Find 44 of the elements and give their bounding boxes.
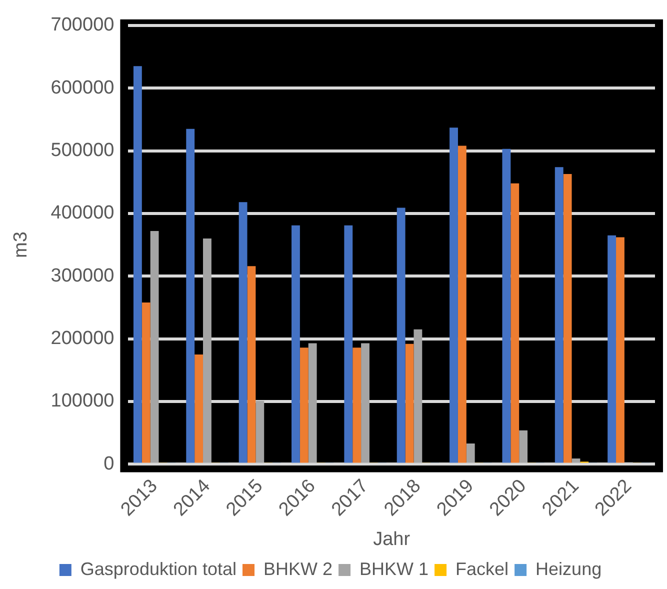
bar [396, 208, 406, 463]
bar [563, 174, 572, 463]
y-tick-label: 200000 [50, 328, 114, 350]
y-tick-label: 100000 [50, 390, 114, 412]
bar [203, 238, 212, 463]
bar [308, 343, 317, 463]
bar [510, 183, 520, 463]
legend-label: Heizung [536, 558, 602, 579]
bar [194, 354, 204, 463]
bar [292, 225, 300, 463]
y-tick-label: 400000 [50, 202, 114, 224]
bar [247, 266, 256, 463]
bar [554, 167, 564, 463]
bar [300, 348, 308, 463]
bar [142, 302, 150, 463]
legend-label: Gasproduktion total [80, 558, 237, 579]
legend-label: BHKW 2 [264, 558, 333, 579]
bar [519, 430, 528, 463]
bar [352, 348, 362, 463]
bar [256, 400, 264, 463]
y-tick-label: 300000 [50, 265, 114, 286]
y-tick-label: 500000 [50, 140, 114, 162]
y-tick-label: 700000 [50, 14, 114, 36]
bar [414, 329, 422, 463]
y-tick-label: 0 [104, 453, 114, 474]
bar [458, 146, 466, 463]
bar [466, 444, 475, 463]
legend-label: BHKW 1 [360, 558, 429, 579]
bar [133, 66, 142, 463]
bar [405, 344, 414, 463]
x-axis-title: Jahr [373, 528, 411, 550]
bar [450, 128, 458, 463]
bar [616, 237, 624, 463]
bar [150, 231, 159, 463]
bar [186, 128, 195, 463]
bar [572, 458, 580, 463]
y-tick-label: 600000 [50, 77, 114, 98]
bar [238, 202, 248, 463]
bar [361, 343, 370, 463]
bar [344, 225, 353, 463]
bar [502, 148, 511, 463]
y-axis-title: m3 [10, 232, 32, 258]
bar [608, 235, 616, 463]
legend-label: Fackel [456, 558, 509, 579]
